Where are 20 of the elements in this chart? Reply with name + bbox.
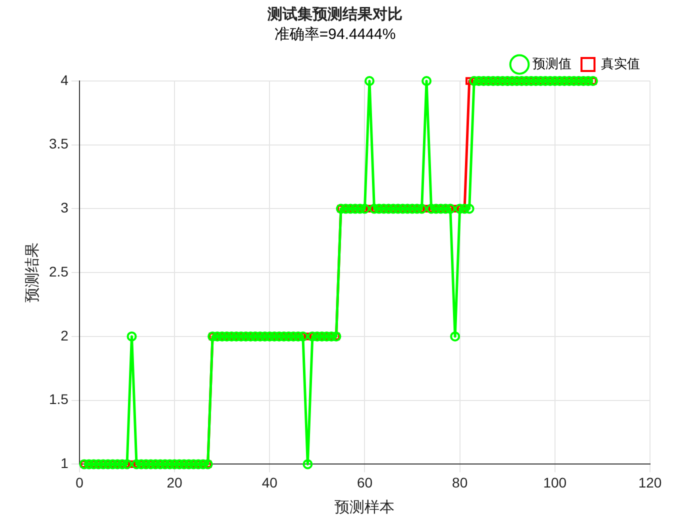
legend-label: 预测值 <box>532 56 572 72</box>
y-tick-label: 3.5 <box>48 136 69 152</box>
y-tick-label: 1.5 <box>48 391 69 408</box>
x-tick-label: 80 <box>452 474 468 490</box>
x-tick-label: 60 <box>356 474 373 490</box>
y-tick-label: 2.5 <box>48 263 69 280</box>
x-tick-label: 120 <box>638 474 662 490</box>
y-axis-title: 预测结果 <box>24 242 42 303</box>
chart-subtitle: 准确率=94.4444% <box>274 26 396 44</box>
x-tick-label: 40 <box>262 474 278 490</box>
x-tick-label: 0 <box>76 474 84 490</box>
y-tick-label: 3 <box>60 200 69 216</box>
y-tick-label: 4 <box>60 72 69 88</box>
y-tick-label: 1 <box>60 455 69 472</box>
x-tick-label: 100 <box>543 474 567 490</box>
y-tick-label: 2 <box>60 327 69 344</box>
legend-label: 真实值 <box>601 56 640 72</box>
x-tick-label: 20 <box>166 474 183 490</box>
chart-title: 测试集预测结果对比 <box>266 6 402 24</box>
x-axis-title: 预测样本 <box>334 499 395 516</box>
